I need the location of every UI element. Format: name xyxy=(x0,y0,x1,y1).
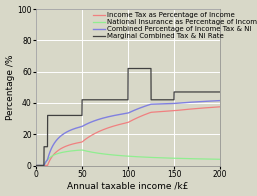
National Insurance as Percentage of Income xyxy=(80,149,84,151)
National Insurance as Percentage of Income xyxy=(145,156,148,158)
Income Tax as Percentage of Income xyxy=(154,111,157,113)
Marginal Combined Tax & NI Rate xyxy=(218,91,222,93)
Y-axis label: Percentage /%: Percentage /% xyxy=(6,54,15,120)
Combined Percentage of Income Tax & NI xyxy=(154,103,157,105)
National Insurance as Percentage of Income xyxy=(154,156,157,159)
Marginal Combined Tax & NI Rate xyxy=(186,91,189,93)
Marginal Combined Tax & NI Rate xyxy=(145,67,148,70)
Income Tax as Percentage of Income xyxy=(218,106,222,108)
Combined Percentage of Income Tax & NI xyxy=(105,116,108,118)
Combined Percentage of Income Tax & NI xyxy=(218,99,222,102)
Marginal Combined Tax & NI Rate xyxy=(154,99,157,101)
Combined Percentage of Income Tax & NI xyxy=(34,164,38,167)
Line: Marginal Combined Tax & NI Rate: Marginal Combined Tax & NI Rate xyxy=(36,69,220,165)
Combined Percentage of Income Tax & NI xyxy=(172,102,175,105)
Income Tax as Percentage of Income xyxy=(34,164,38,167)
Marginal Combined Tax & NI Rate xyxy=(34,164,38,167)
Marginal Combined Tax & NI Rate xyxy=(172,99,175,101)
Combined Percentage of Income Tax & NI xyxy=(68,130,71,132)
Marginal Combined Tax & NI Rate xyxy=(126,67,130,70)
Combined Percentage of Income Tax & NI xyxy=(186,101,189,104)
Marginal Combined Tax & NI Rate xyxy=(105,99,108,101)
Income Tax as Percentage of Income xyxy=(186,108,189,111)
Legend: Income Tax as Percentage of Income, National Insurance as Percentage of Income, : Income Tax as Percentage of Income, Nati… xyxy=(92,11,257,40)
National Insurance as Percentage of Income xyxy=(218,158,222,161)
National Insurance as Percentage of Income xyxy=(34,164,38,167)
Marginal Combined Tax & NI Rate xyxy=(68,114,71,117)
Income Tax as Percentage of Income xyxy=(68,144,71,146)
Income Tax as Percentage of Income xyxy=(172,110,175,112)
National Insurance as Percentage of Income xyxy=(105,153,108,155)
Line: Combined Percentage of Income Tax & NI: Combined Percentage of Income Tax & NI xyxy=(36,101,220,165)
Line: National Insurance as Percentage of Income: National Insurance as Percentage of Inco… xyxy=(36,150,220,165)
Combined Percentage of Income Tax & NI xyxy=(145,104,148,107)
X-axis label: Annual taxable income /k£: Annual taxable income /k£ xyxy=(67,181,189,191)
National Insurance as Percentage of Income xyxy=(172,157,175,159)
Income Tax as Percentage of Income xyxy=(145,113,148,115)
Income Tax as Percentage of Income xyxy=(105,127,108,130)
National Insurance as Percentage of Income xyxy=(186,157,189,160)
Line: Income Tax as Percentage of Income: Income Tax as Percentage of Income xyxy=(36,107,220,165)
National Insurance as Percentage of Income xyxy=(68,150,71,152)
